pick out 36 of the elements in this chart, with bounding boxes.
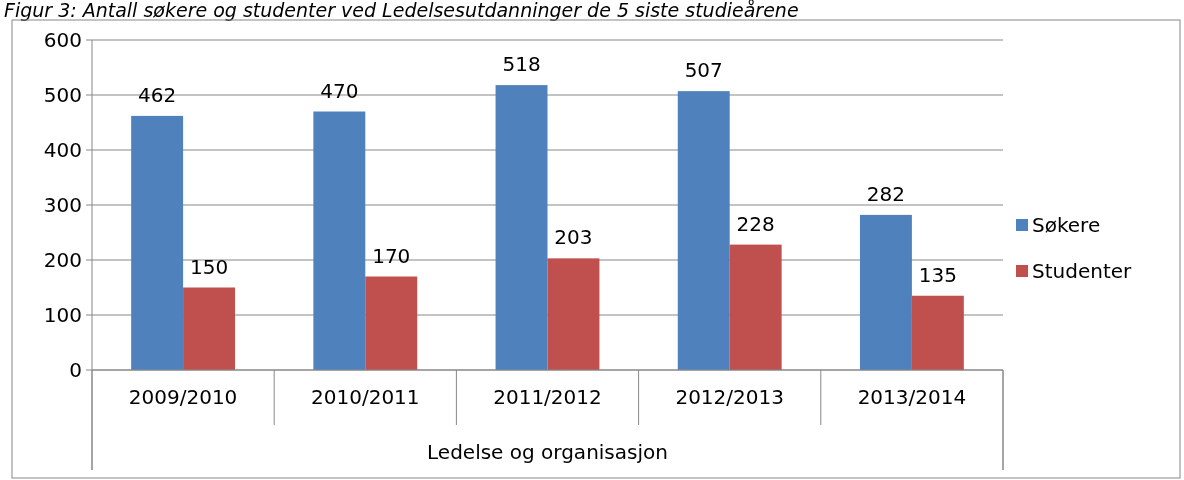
bar [677,91,730,370]
bar [547,258,600,370]
bar [495,85,548,370]
chart-title: Figur 3: Antall søkere og studenter ved Ledelsesutdanninger de 5 siste studieårene [4,0,799,21]
y-tick-label: 300 [43,193,82,217]
x-axis-title: Ledelse og organisasjon [427,440,668,464]
y-tick-label: 200 [43,248,82,272]
y-tick-label: 400 [43,138,82,162]
data-label: 462 [138,82,177,107]
bar [729,244,782,370]
data-label: 170 [372,243,411,268]
data-label: 518 [502,52,541,77]
bar [131,115,184,370]
bar [365,276,418,370]
y-tick-label: 500 [43,83,82,107]
y-tick-label: 100 [43,303,82,327]
x-tick-label: 2013/2014 [857,385,967,409]
data-label: 228 [736,211,775,236]
legend-label: Studenter [1032,259,1133,283]
y-tick-label: 0 [69,358,82,382]
data-label: 470 [320,78,359,103]
x-tick-label: 2012/2013 [675,385,784,409]
bar [911,295,964,370]
data-label: 135 [918,262,957,287]
data-label: 282 [866,181,906,206]
y-tick-label: 600 [43,28,82,52]
bar [859,214,912,370]
data-label: 150 [189,254,229,279]
x-tick-label: 2010/2011 [311,385,420,409]
bar [183,287,236,370]
legend-label: Søkere [1032,213,1101,237]
x-tick-label: 2009/2010 [128,385,238,409]
data-label: 203 [554,225,593,250]
x-tick-label: 2011/2012 [493,385,602,409]
bar [313,111,366,370]
data-label: 507 [684,58,723,83]
